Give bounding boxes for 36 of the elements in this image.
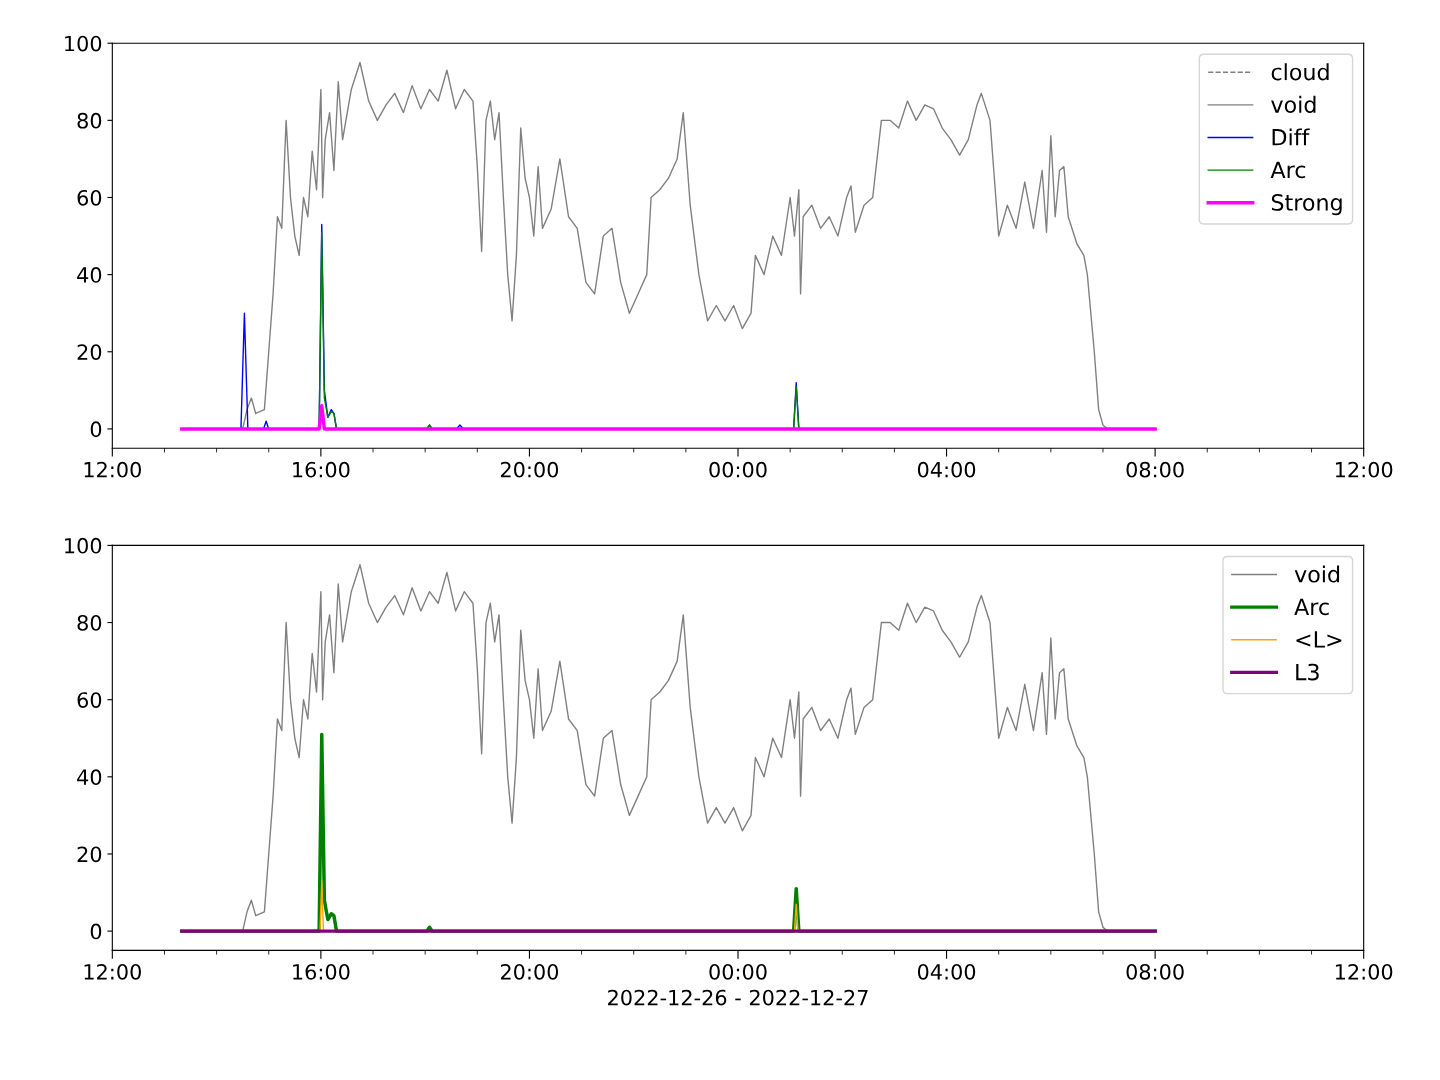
x-tick-label: 20:00 [500,461,559,478]
x-tick-label: 04:00 [917,963,976,980]
x-tick-label: 00:00 [709,963,767,980]
y-tick-label: 60 [77,692,102,708]
x-axis-title: 2022-12-26 - 2022-12-27 [608,989,868,1006]
legend-label: L3 [1296,663,1319,681]
y-tick-label: 100 [65,35,102,52]
x-tick-label: 12:00 [84,461,141,478]
y-tick-label: 40 [77,769,102,786]
y-tick-label: 20 [77,344,102,360]
legend-label: void [1294,565,1340,583]
x-tick-label: 04:00 [917,461,976,478]
x-tick-label: 00:00 [709,461,767,478]
y-tick-label: 40 [77,267,102,283]
y-tick-label: 0 [90,421,102,438]
x-tick-label: 16:00 [293,461,350,478]
x-tick-label: 12:00 [84,963,141,980]
x-tick-label: 16:00 [293,963,350,980]
legend-label: Arc [1294,598,1329,616]
y-tick-label: 20 [77,846,102,863]
legend-label: cloud [1271,63,1329,81]
y-tick-label: 0 [90,923,102,940]
legend-label: Diff [1272,128,1310,146]
x-tick-label: 12:00 [1335,963,1393,980]
legend-label: void [1271,95,1316,114]
legend-label: Arc [1270,161,1306,179]
x-tick-label: 12:00 [1335,461,1393,478]
y-tick-label: 100 [65,537,102,554]
x-tick-label: 20:00 [500,963,559,980]
y-tick-label: 80 [77,615,102,631]
y-tick-label: 60 [77,189,102,206]
x-tick-label: 08:00 [1126,963,1184,980]
y-tick-label: 80 [77,112,102,129]
x-tick-label: 08:00 [1126,461,1184,478]
legend-label: <L> [1296,631,1342,648]
legend-label: Strong [1271,194,1342,216]
